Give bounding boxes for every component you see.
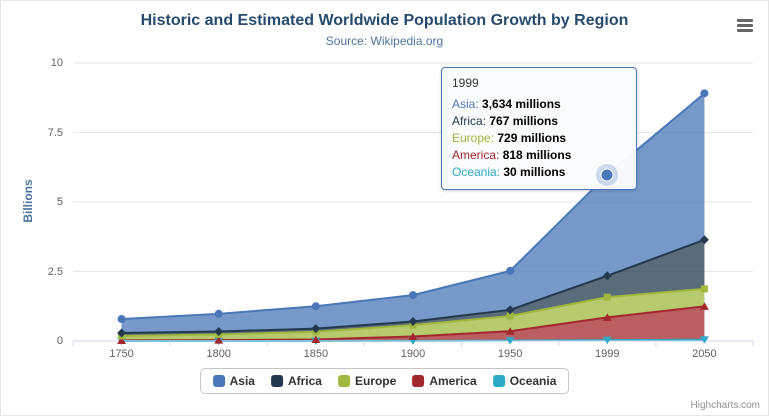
x-axis-labels: 1750 1800 1850 1900 1950 1999 2050 bbox=[1, 348, 769, 364]
tooltip-value: 3,634 millions bbox=[482, 97, 561, 111]
point-asia-1900[interactable] bbox=[409, 291, 417, 300]
chart-title: Historic and Estimated Worldwide Populat… bbox=[140, 12, 629, 29]
legend-swatch-america bbox=[412, 375, 425, 387]
legend-swatch-asia bbox=[212, 375, 225, 387]
point-africa-1850[interactable] bbox=[311, 324, 321, 334]
point-oceania-2050[interactable] bbox=[699, 336, 709, 344]
y-axis-tick-label: 7.5 bbox=[47, 126, 63, 139]
chart-header: Historic and Estimated Worldwide Populat… bbox=[1, 12, 768, 48]
tooltip-row: Asia3,634 millions bbox=[452, 96, 626, 113]
x-axis-tick-label: 2050 bbox=[692, 348, 717, 360]
point-asia-1800[interactable] bbox=[214, 309, 223, 318]
hamburger-icon bbox=[734, 18, 756, 32]
point-asia-2050[interactable] bbox=[700, 89, 709, 98]
tooltip-value: 818 millions bbox=[502, 148, 572, 162]
tooltip-row: Africa767 millions bbox=[452, 113, 626, 130]
y-axis-tick-label: 10 bbox=[50, 57, 63, 69]
y-axis-tick-label: 5 bbox=[56, 196, 63, 208]
point-africa-1900[interactable] bbox=[408, 316, 418, 326]
x-axis-tick-label: 1950 bbox=[497, 348, 523, 360]
legend-label: Asia bbox=[229, 374, 255, 388]
point-america-1800[interactable] bbox=[214, 336, 224, 344]
legend-label: Africa bbox=[287, 374, 322, 388]
area-america[interactable] bbox=[121, 306, 705, 341]
point-europe-1999[interactable] bbox=[603, 293, 611, 301]
point-europe-2050[interactable] bbox=[700, 285, 708, 293]
legend-label: Oceania bbox=[509, 374, 557, 388]
x-axis-tick-label: 1999 bbox=[595, 348, 620, 360]
point-america-1950[interactable] bbox=[505, 327, 515, 335]
area-asia[interactable] bbox=[121, 93, 705, 333]
legend-item-europe[interactable]: Europe bbox=[337, 374, 397, 388]
area-africa[interactable] bbox=[121, 239, 705, 336]
tooltip-value: 30 millions bbox=[503, 165, 566, 179]
tooltip-value: 729 millions bbox=[497, 131, 567, 145]
credits-link[interactable]: Highcharts.com bbox=[690, 400, 760, 411]
tooltip-series-label: Asia bbox=[452, 97, 482, 111]
tooltip-row: Oceania30 millions bbox=[452, 164, 626, 181]
point-america-2050[interactable] bbox=[699, 302, 709, 310]
legend-swatch-oceania bbox=[492, 375, 505, 387]
point-america-1900[interactable] bbox=[408, 332, 418, 340]
point-europe-1950[interactable] bbox=[506, 312, 514, 320]
legend-item-oceania[interactable]: Oceania bbox=[492, 374, 557, 388]
point-asia-1850[interactable] bbox=[311, 302, 320, 311]
tooltip-series-label: Europe bbox=[452, 131, 497, 145]
y-axis-tick-label: 0 bbox=[56, 335, 63, 347]
chart-subtitle: Source: Wikipedia.org bbox=[325, 34, 444, 48]
point-africa-1999[interactable] bbox=[602, 271, 612, 281]
point-america-1850[interactable] bbox=[311, 335, 321, 343]
context-menu-button[interactable] bbox=[732, 13, 758, 37]
legend-label: America bbox=[429, 374, 477, 388]
legend-label: Europe bbox=[354, 374, 397, 388]
tooltip-series-label: America bbox=[452, 148, 503, 162]
legend-item-america[interactable]: America bbox=[412, 374, 477, 388]
point-america-1750[interactable] bbox=[117, 336, 127, 344]
legend-item-africa[interactable]: Africa bbox=[270, 374, 322, 388]
tooltip-value: 767 millions bbox=[489, 114, 559, 128]
y-axis-tick-label: 2.5 bbox=[47, 265, 63, 278]
point-oceania-1999[interactable] bbox=[602, 336, 612, 345]
point-oceania-1950[interactable] bbox=[505, 337, 515, 345]
point-africa-1750[interactable] bbox=[117, 328, 127, 338]
legend-item-asia[interactable]: Asia bbox=[212, 374, 255, 388]
point-asia-1950[interactable] bbox=[506, 266, 515, 275]
legend-swatch-europe bbox=[337, 375, 350, 387]
point-africa-1950[interactable] bbox=[505, 305, 515, 315]
legend-swatch-africa bbox=[270, 375, 283, 387]
x-axis-tick-label: 1900 bbox=[400, 348, 426, 360]
point-america-1999[interactable] bbox=[602, 313, 612, 321]
legend: Asia Africa Europe America Oceania bbox=[199, 368, 570, 394]
x-axis-tick-label: 1850 bbox=[303, 348, 329, 360]
x-axis-tick-label: 1750 bbox=[109, 348, 134, 360]
x-axis-tick-label: 1800 bbox=[206, 348, 231, 360]
tooltip-series-label: Oceania bbox=[452, 165, 503, 179]
tooltip-row: Europe729 millions bbox=[452, 130, 626, 147]
tooltip-series-label: Africa bbox=[452, 114, 489, 128]
point-africa-2050[interactable] bbox=[699, 235, 709, 245]
tooltip-row: America818 millions bbox=[452, 147, 626, 164]
tooltip-header: 1999 bbox=[452, 76, 479, 90]
tooltip: 1999 Asia3,634 millions Africa767 millio… bbox=[441, 67, 637, 190]
point-asia-1750[interactable] bbox=[117, 315, 126, 324]
point-africa-1800[interactable] bbox=[214, 326, 224, 336]
